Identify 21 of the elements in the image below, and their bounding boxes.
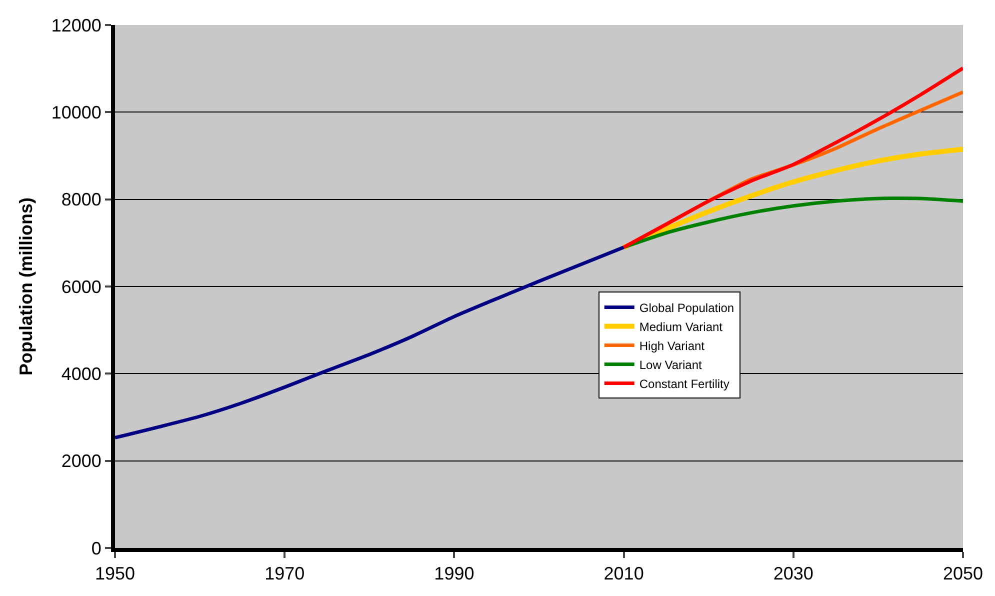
y-tick-label: 12000 xyxy=(51,15,102,36)
legend-label: Medium Variant xyxy=(639,320,724,334)
x-tick-label: 1950 xyxy=(94,564,136,584)
x-tick-label: 2030 xyxy=(773,564,814,584)
legend-label: Constant Fertility xyxy=(639,376,730,391)
x-tick-label: 1970 xyxy=(264,564,305,584)
y-axis-title: Population (millions) xyxy=(16,198,36,376)
legend-label: High Variant xyxy=(639,338,706,353)
x-tick-label: 2050 xyxy=(942,564,984,584)
y-tick-label: 6000 xyxy=(61,276,102,297)
y-tick-label: 8000 xyxy=(61,190,102,210)
legend-label: Global Population xyxy=(639,300,734,315)
legend-label: Low Variant xyxy=(639,358,703,372)
line-series xyxy=(115,246,626,440)
x-tick-label: 1990 xyxy=(434,564,474,584)
line-series xyxy=(622,196,963,250)
x-tick-label: 2010 xyxy=(604,564,644,584)
y-tick-label: 10000 xyxy=(51,102,102,122)
y-tick-label: 0 xyxy=(91,538,102,558)
y-tick-label: 2000 xyxy=(61,451,102,472)
y-tick-label: 4000 xyxy=(61,364,102,384)
